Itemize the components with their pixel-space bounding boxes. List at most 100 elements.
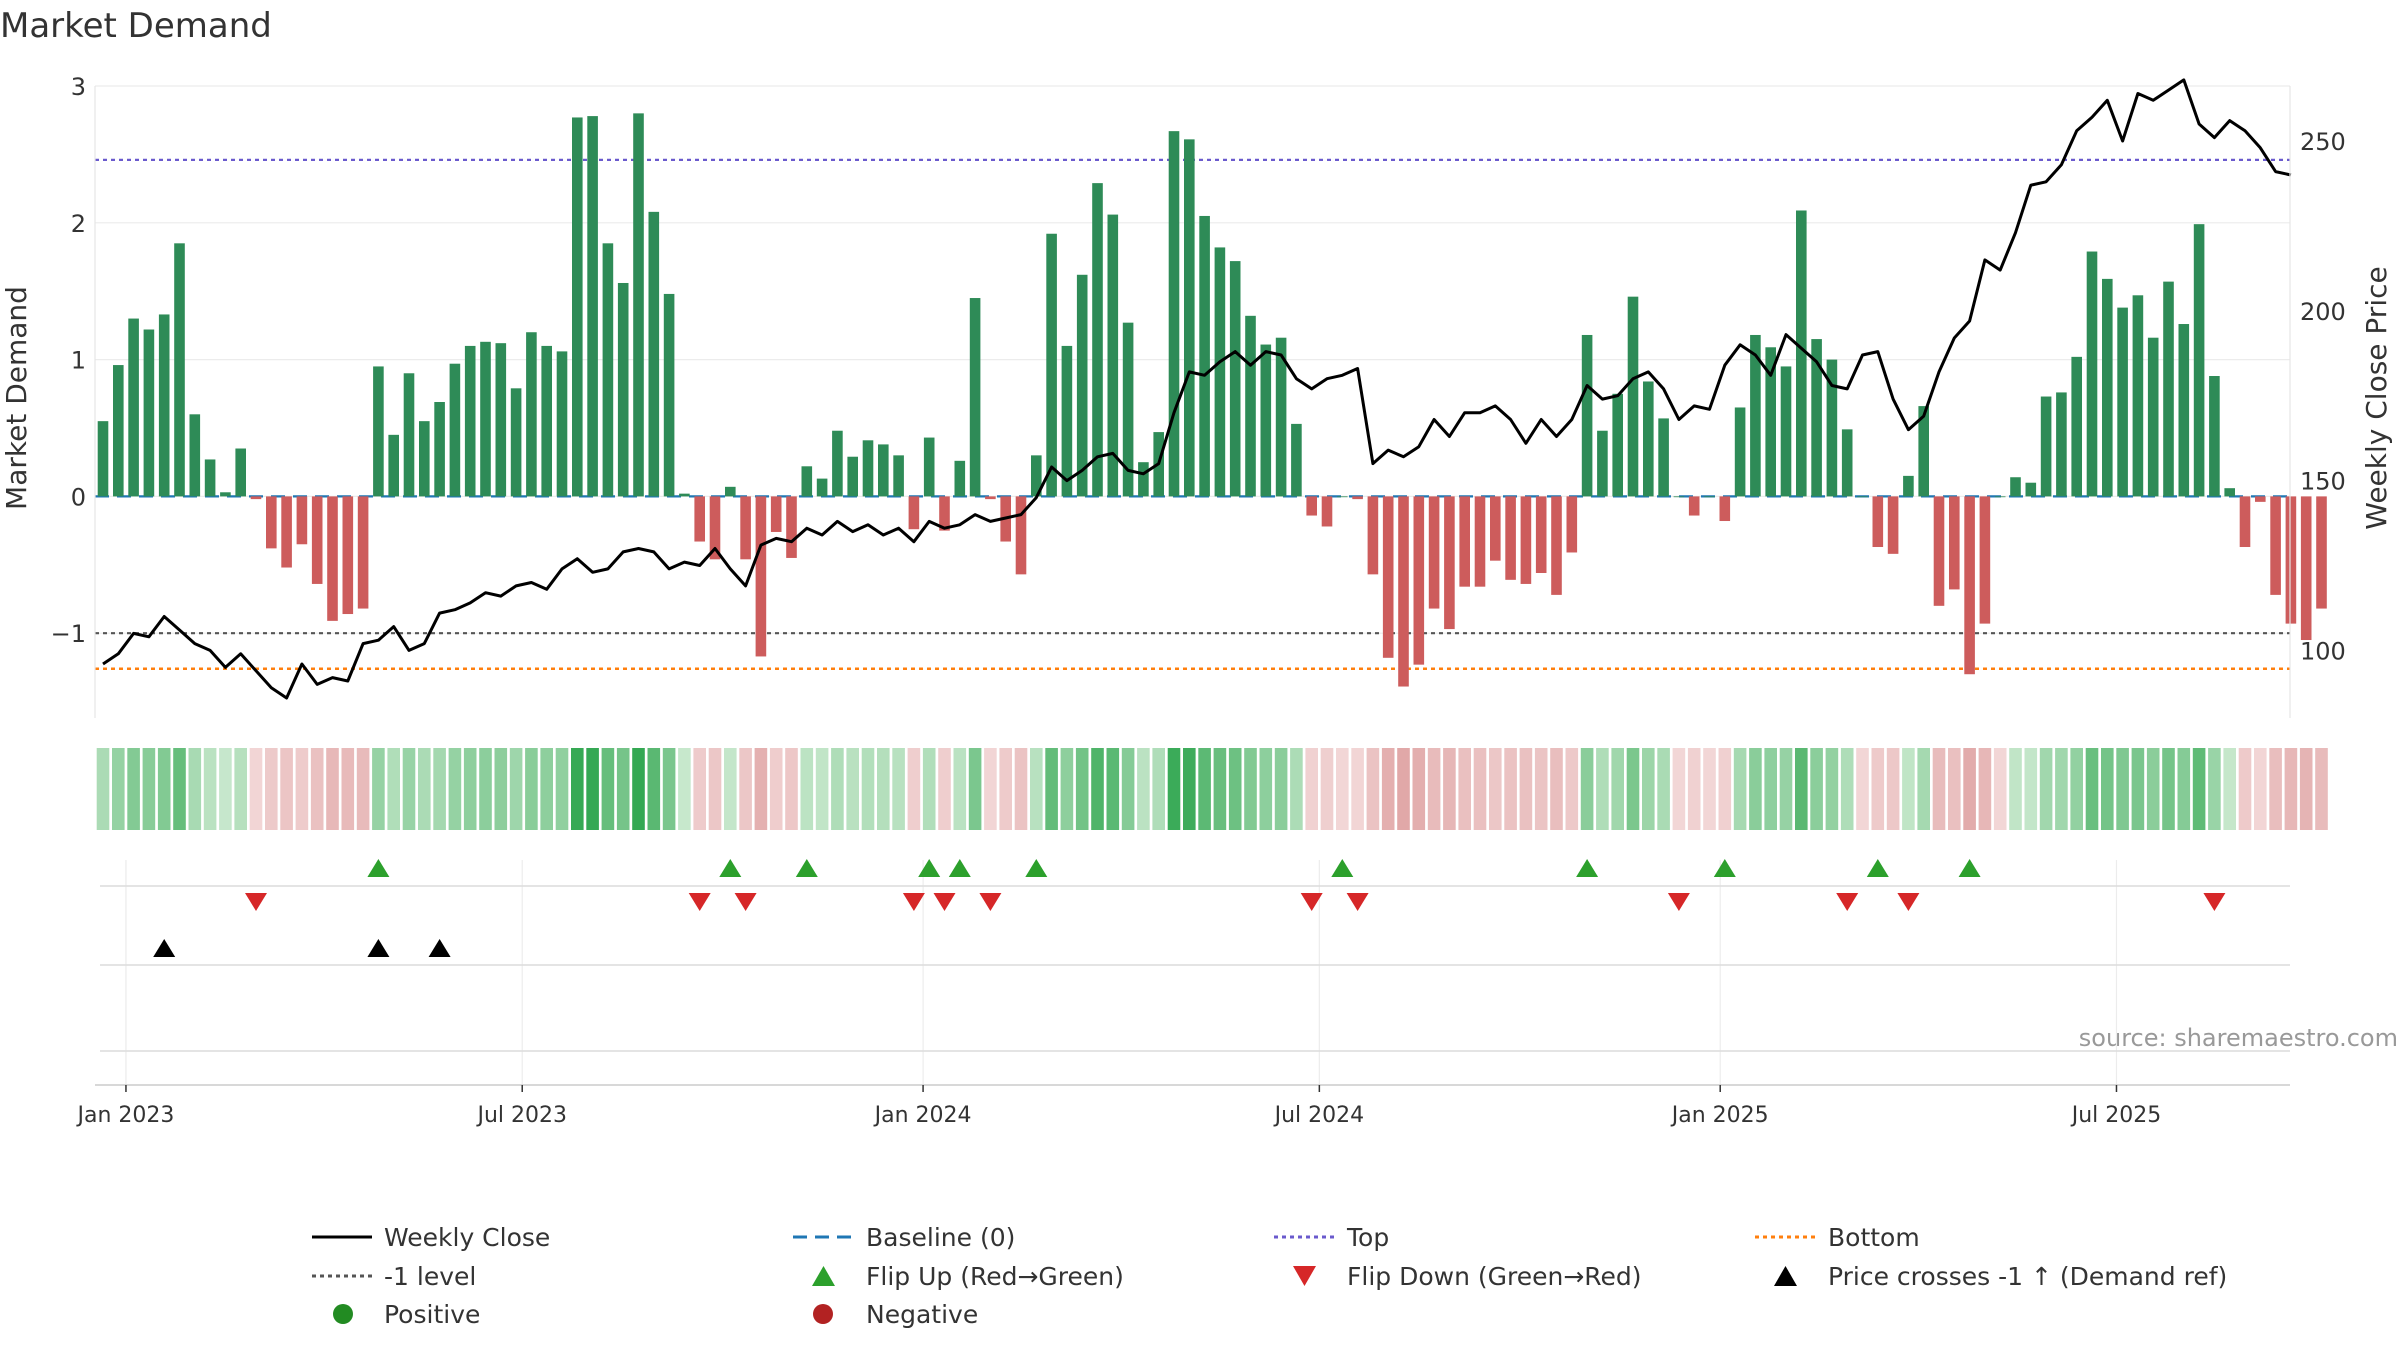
heat-cell xyxy=(188,748,202,830)
heat-cell xyxy=(815,748,829,830)
legend-swatch-negative xyxy=(813,1304,833,1324)
demand-bar xyxy=(556,351,568,497)
demand-bar xyxy=(679,493,690,497)
demand-bar xyxy=(1214,247,1226,497)
demand-bar xyxy=(2316,496,2327,609)
demand-bar xyxy=(602,243,614,497)
demand-bar xyxy=(709,496,721,560)
heat-cell xyxy=(632,748,645,830)
heat-cell xyxy=(724,748,737,830)
demand-bar xyxy=(2086,251,2098,497)
demand-bar xyxy=(2010,477,2021,497)
flip-down-marker xyxy=(1667,893,1690,911)
heat-cell xyxy=(938,748,951,830)
demand-bar xyxy=(1061,345,1073,497)
price-cross-marker xyxy=(428,939,451,957)
heat-cell xyxy=(1152,748,1165,830)
demand-bar xyxy=(174,243,185,497)
demand-bar xyxy=(2025,482,2037,497)
demand-bar xyxy=(1520,496,1532,584)
demand-bar xyxy=(1765,347,1776,497)
heat-cell xyxy=(601,748,615,830)
demand-bar xyxy=(587,116,598,497)
flip-up-marker xyxy=(918,859,941,877)
heat-cell xyxy=(1106,748,1120,830)
demand-bar xyxy=(1199,215,1210,497)
heat-cell xyxy=(1596,748,1609,830)
legend-swatch-price-cross xyxy=(1774,1266,1797,1286)
price-cross-marker xyxy=(153,939,176,957)
flip-up-marker xyxy=(1576,859,1599,877)
demand-bar xyxy=(1474,496,1486,587)
heat-cell xyxy=(693,748,706,830)
demand-bar xyxy=(1031,455,1042,497)
demand-bar xyxy=(1949,496,1960,590)
demand-bar xyxy=(1245,315,1256,497)
heat-cell xyxy=(1840,748,1854,830)
heat-cell xyxy=(555,748,569,830)
demand-bar xyxy=(985,496,996,500)
demand-bar xyxy=(403,373,415,497)
heat-cell xyxy=(586,748,599,830)
demand-bar xyxy=(1122,322,1134,497)
y-axis-label: Market Demand xyxy=(0,286,33,510)
demand-bar xyxy=(1382,496,1394,658)
demand-bar xyxy=(1291,423,1302,497)
demand-bar xyxy=(1719,496,1731,522)
demand-bar xyxy=(694,496,705,542)
heat-cell xyxy=(1290,748,1303,830)
heat-cell xyxy=(2284,748,2298,830)
y-tick-label: 2 xyxy=(71,210,86,238)
heat-cell xyxy=(1412,748,1426,830)
heat-cell xyxy=(234,748,247,830)
demand-bar xyxy=(1229,261,1241,497)
heat-cell xyxy=(2116,748,2129,830)
legend-label-flip-down: Flip Down (Green→Red) xyxy=(1347,1262,1642,1291)
legend-label-price-cross: Price crosses -1 ↑ (Demand ref) xyxy=(1828,1262,2227,1291)
demand-bar xyxy=(250,496,262,500)
demand-bar xyxy=(1551,496,1562,595)
heat-cell xyxy=(448,748,462,830)
flip-down-marker xyxy=(734,893,757,911)
legend-label-bottom: Bottom xyxy=(1828,1223,1920,1252)
heat-cell xyxy=(1458,748,1471,830)
heat-cell xyxy=(2055,748,2068,830)
demand-bar xyxy=(832,430,843,497)
heat-cell xyxy=(1045,748,1058,830)
heat-cell xyxy=(494,748,508,830)
heat-cell xyxy=(907,748,921,830)
heat-cell xyxy=(1305,748,1318,830)
demand-bar xyxy=(388,434,399,497)
heat-cell xyxy=(2238,748,2252,830)
heat-cell xyxy=(1825,748,1839,830)
demand-bar xyxy=(510,388,522,497)
heat-cell xyxy=(1733,748,1747,830)
demand-bar xyxy=(1367,496,1379,575)
heat-cell xyxy=(2254,748,2267,830)
demand-bar xyxy=(2224,488,2235,497)
heat-cell xyxy=(1030,748,1043,830)
heat-cell xyxy=(1550,748,1563,830)
heat-cell xyxy=(1718,748,1732,830)
heat-cell xyxy=(2146,748,2160,830)
demand-bar xyxy=(1872,496,1884,548)
demand-bar xyxy=(357,496,369,609)
heat-cell xyxy=(1320,748,1334,830)
demand-bar xyxy=(2056,392,2067,497)
heat-cell xyxy=(540,748,553,830)
demand-bar xyxy=(480,341,491,497)
demand-bar xyxy=(1994,496,2006,498)
demand-bar xyxy=(1612,393,1623,497)
y-tick-label: −1 xyxy=(51,620,86,648)
source-note: source: sharemaestro.com xyxy=(2079,1024,2398,1052)
demand-bar xyxy=(633,113,644,497)
demand-heat-strip xyxy=(96,748,2328,830)
heat-cell xyxy=(1366,748,1380,830)
demand-bar xyxy=(1138,462,1149,497)
demand-bar xyxy=(878,444,889,497)
heat-cell xyxy=(1137,748,1150,830)
heat-cell xyxy=(1014,748,1028,830)
heat-cell xyxy=(1259,748,1273,830)
heat-cell xyxy=(892,748,905,830)
x-tick-label: Jul 2024 xyxy=(1273,1103,1365,1128)
